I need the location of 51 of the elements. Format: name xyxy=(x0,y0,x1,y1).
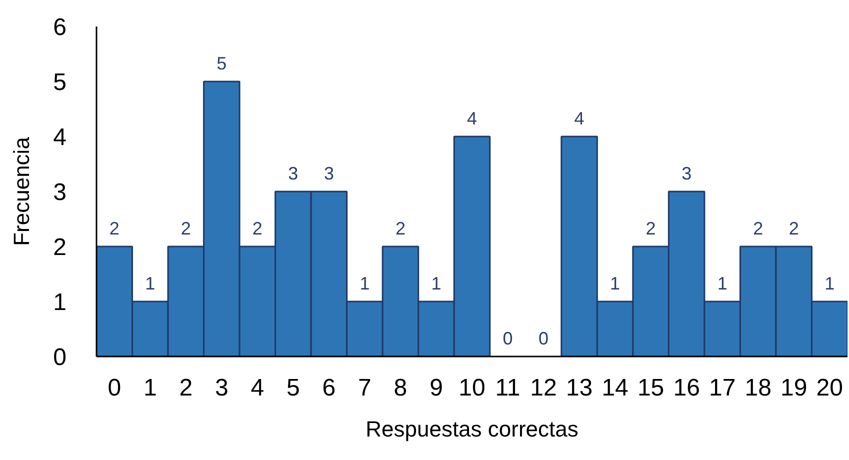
y-tick-label: 3 xyxy=(53,179,67,206)
data-label: 2 xyxy=(788,218,799,238)
x-tick-label: 5 xyxy=(286,374,300,402)
x-tick-label: 6 xyxy=(322,374,336,402)
x-tick-label: 17 xyxy=(708,374,736,402)
x-tick-label: 19 xyxy=(780,374,808,402)
data-label: 1 xyxy=(360,274,370,294)
x-axis-title: Respuestas correctas xyxy=(366,416,578,442)
x-tick-label: 20 xyxy=(816,374,843,402)
data-label: 2 xyxy=(646,218,656,238)
x-tick-label: 15 xyxy=(637,374,664,402)
y-tick-label: 4 xyxy=(53,124,67,151)
data-label: 2 xyxy=(180,218,191,238)
data-label: 0 xyxy=(502,328,513,348)
x-tick-label: 13 xyxy=(566,374,593,402)
x-tick-label: 7 xyxy=(358,374,372,402)
x-tick-label: 3 xyxy=(214,374,228,402)
x-tick-label: 10 xyxy=(458,374,486,402)
data-label: 3 xyxy=(288,164,298,184)
data-label: 3 xyxy=(324,164,334,184)
data-label: 1 xyxy=(824,274,835,294)
data-label: 3 xyxy=(682,164,692,184)
data-label: 2 xyxy=(395,218,406,238)
x-tick-label: 9 xyxy=(430,374,443,402)
data-label: 1 xyxy=(145,274,156,294)
data-label: 4 xyxy=(466,108,478,128)
data-label: 4 xyxy=(574,108,584,128)
y-axis-title: Frecuencia xyxy=(9,136,34,246)
x-tick-label: 11 xyxy=(495,374,520,402)
x-tick-label: 8 xyxy=(394,374,408,402)
x-tick-label: 14 xyxy=(602,374,628,402)
data-label: 1 xyxy=(717,274,728,294)
y-tick-label: 5 xyxy=(53,69,67,96)
y-tick-label: 0 xyxy=(53,344,67,371)
x-tick-label: 1 xyxy=(143,374,157,402)
x-tick-label: 12 xyxy=(530,374,557,402)
data-label: 1 xyxy=(431,274,442,294)
x-tick-label: 18 xyxy=(744,374,772,402)
x-tick-label: 16 xyxy=(673,374,700,402)
data-label: 5 xyxy=(216,54,227,74)
data-label: 0 xyxy=(538,328,549,348)
x-tick-label: 4 xyxy=(250,374,264,402)
x-tick-label: 2 xyxy=(179,374,193,402)
data-label: 2 xyxy=(109,218,120,238)
data-label: 1 xyxy=(610,274,620,294)
data-label: 2 xyxy=(252,218,262,238)
data-label: 2 xyxy=(753,218,764,238)
y-tick-label: 6 xyxy=(53,14,67,41)
y-tick-label: 2 xyxy=(53,234,67,261)
y-tick-label: 1 xyxy=(53,289,67,316)
x-tick-label: 0 xyxy=(108,374,122,402)
